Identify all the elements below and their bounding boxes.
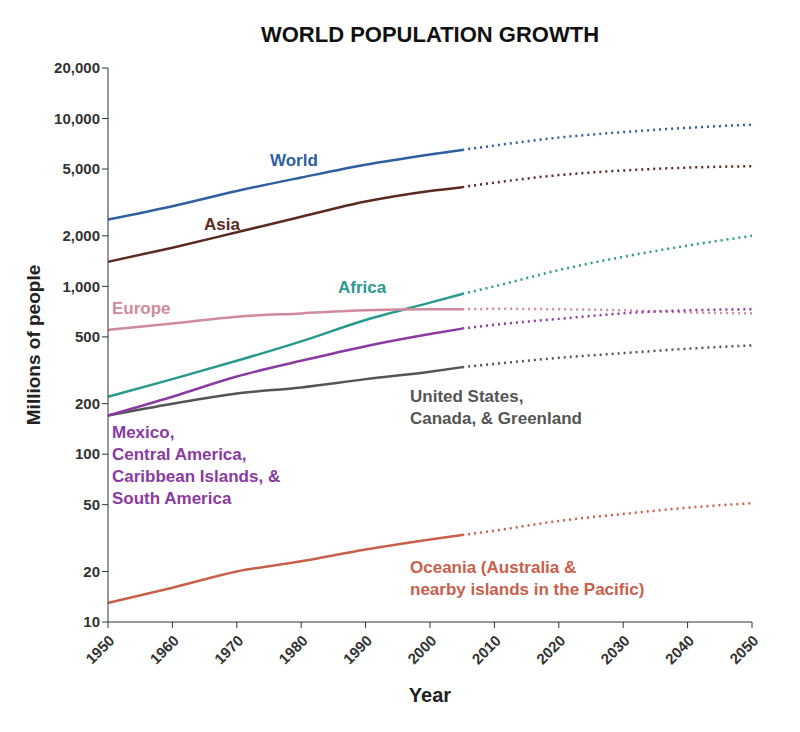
svg-text:Mexico,Central America,Caribbe: Mexico,Central America,Caribbean Islands… xyxy=(112,423,280,508)
svg-text:Oceania (Australia &nearby isl: Oceania (Australia &nearby islands in th… xyxy=(410,558,644,599)
svg-text:Asia: Asia xyxy=(204,215,240,234)
svg-text:2020: 2020 xyxy=(533,632,569,668)
svg-text:2050: 2050 xyxy=(726,632,762,668)
html-text:WORLD POPULATION GROWTH: WORLD POPULATION GROWTH xyxy=(260,22,600,47)
svg-text:United States,Canada, & Greenl: United States,Canada, & Greenland xyxy=(410,387,582,428)
svg-text:1950: 1950 xyxy=(82,632,118,668)
svg-text:2040: 2040 xyxy=(662,632,698,668)
svg-text:5,000: 5,000 xyxy=(62,160,100,177)
svg-text:200: 200 xyxy=(75,395,100,412)
svg-text:Europe: Europe xyxy=(112,299,171,318)
svg-text:2010: 2010 xyxy=(468,632,504,668)
svg-text:1980: 1980 xyxy=(275,632,311,668)
svg-text:100: 100 xyxy=(75,445,100,462)
svg-text:500: 500 xyxy=(75,328,100,345)
svg-text:Millions of people: Millions of people xyxy=(23,265,44,425)
svg-text:Africa: Africa xyxy=(338,278,387,297)
svg-text:World: World xyxy=(270,151,318,170)
svg-text:2000: 2000 xyxy=(404,632,440,668)
svg-text:Year: Year xyxy=(409,684,451,706)
svg-text:20: 20 xyxy=(83,563,100,580)
svg-text:50: 50 xyxy=(83,496,100,513)
svg-text:1990: 1990 xyxy=(340,632,376,668)
svg-text:10: 10 xyxy=(83,613,100,630)
svg-text:10,000: 10,000 xyxy=(54,110,100,127)
svg-text:1960: 1960 xyxy=(146,632,182,668)
svg-text:2030: 2030 xyxy=(597,632,633,668)
svg-text:20,000: 20,000 xyxy=(54,59,100,76)
svg-text:2,000: 2,000 xyxy=(62,227,100,244)
svg-text:1970: 1970 xyxy=(211,632,247,668)
svg-text:1,000: 1,000 xyxy=(62,278,100,295)
